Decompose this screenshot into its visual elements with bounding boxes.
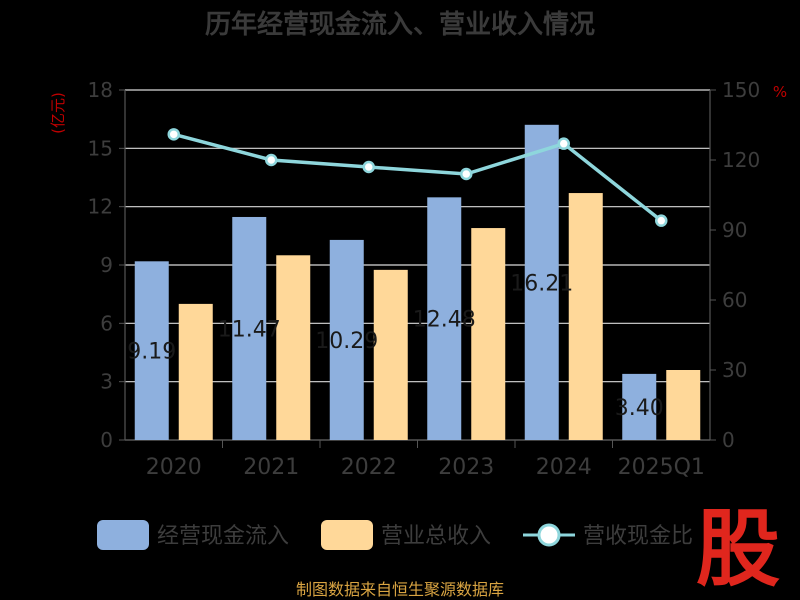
axes: 0 3 6 9 12 15 18 0 30 60 90 120 150 2020 2021 2022 2023 2… (88, 78, 761, 480)
bar-cash-inflow-2020 (134, 261, 169, 440)
left-tick-label-12: 12 (88, 195, 113, 219)
bar-cash-inflow-2025Q1 (622, 373, 657, 440)
ratio-point-2025Q1 (655, 214, 668, 227)
right-tick-label-60: 60 (722, 288, 747, 312)
right-tick-label-0: 0 (722, 428, 735, 452)
ratio-line-path (173, 132, 663, 223)
left-tick-label-18: 18 (88, 78, 113, 102)
data-label-cash-inflow-2021: 11.47 (218, 317, 281, 342)
legend-swatch-cash-inflow (97, 520, 149, 550)
x-tick-label-2023: 2023 (438, 455, 494, 480)
left-tick-label-9: 9 (100, 253, 113, 277)
data-label-cash-inflow-2025Q1: 3.40 (615, 396, 664, 421)
legend-label-revenue: 营业总收入 (381, 524, 491, 549)
bar-revenue-2021 (276, 255, 311, 440)
bar-cash-inflow-2023 (427, 197, 462, 440)
data-labels: 9.19 11.47 10.29 12.48 16.21 3.40 (127, 271, 663, 421)
left-axis-unit: (亿元) (49, 92, 67, 134)
data-label-cash-inflow-2024: 16.21 (510, 271, 573, 296)
bar-cash-inflow-2024 (524, 124, 559, 441)
x-tick-label-2021: 2021 (243, 455, 299, 480)
left-tick-label-0: 0 (100, 428, 113, 452)
bar-cash-inflow-2022 (329, 239, 364, 440)
bar-revenue-2020 (178, 303, 213, 440)
data-label-cash-inflow-2023: 12.48 (413, 308, 476, 333)
brand-logo: 股 (696, 500, 780, 598)
ratio-point-2024 (557, 137, 570, 150)
ratio-point-2023 (460, 167, 473, 181)
bars (134, 124, 701, 441)
legend: 经营现金流入 营业总收入 营收现金比 (97, 520, 693, 550)
bar-cash-inflow-2021 (232, 216, 267, 440)
bar-revenue-2022 (373, 269, 408, 440)
right-tick-label-90: 90 (722, 218, 747, 242)
source-note: 制图数据来自恒生聚源数据库 (296, 580, 504, 599)
x-tick-label-2020: 2020 (146, 455, 202, 480)
left-tick-label-3: 3 (100, 370, 113, 394)
legend-label-cash-inflow: 经营现金流入 (157, 524, 289, 549)
chart-title: 历年经营现金流入、营业收入情况 (205, 9, 595, 40)
x-tick-label-2025Q1: 2025Q1 (618, 455, 705, 480)
ratio-point-2021 (265, 153, 278, 167)
legend-marker-ratio (537, 523, 561, 547)
x-tick-label-2022: 2022 (341, 455, 397, 480)
bar-revenue-2023 (471, 228, 506, 440)
right-axis-unit: % (773, 83, 787, 101)
ratio-point-2020 (167, 128, 180, 141)
right-tick-label-120: 120 (722, 148, 760, 172)
legend-label-ratio: 营收现金比 (583, 524, 693, 549)
legend-swatch-revenue (321, 520, 373, 550)
data-label-cash-inflow-2022: 10.29 (315, 329, 378, 354)
bar-revenue-2025Q1 (666, 370, 701, 440)
data-label-cash-inflow-2020: 9.19 (127, 340, 176, 365)
right-tick-label-30: 30 (722, 358, 747, 382)
ratio-line (167, 128, 668, 227)
x-tick-label-2024: 2024 (536, 455, 592, 480)
left-tick-label-15: 15 (88, 136, 113, 160)
bar-revenue-2024 (568, 193, 603, 440)
right-tick-label-150: 150 (722, 78, 760, 102)
ratio-point-2022 (362, 160, 375, 174)
left-tick-label-6: 6 (100, 311, 113, 335)
